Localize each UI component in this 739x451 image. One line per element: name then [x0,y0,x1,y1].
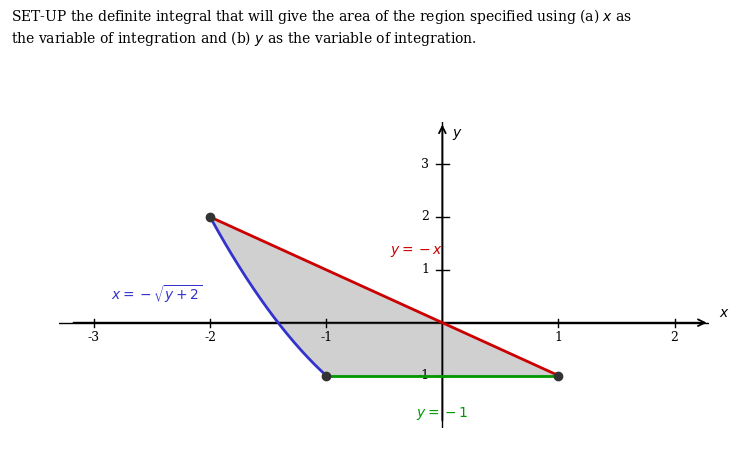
Text: 3: 3 [421,157,429,170]
Polygon shape [210,217,559,376]
Text: 2: 2 [421,211,429,223]
Text: -2: -2 [204,331,216,345]
Text: 1: 1 [554,331,562,345]
Text: -1: -1 [320,331,333,345]
Text: $y = -1$: $y = -1$ [416,405,469,422]
Text: $y$: $y$ [452,127,463,142]
Text: the variable of integration and (b) $y$ as the variable of integration.: the variable of integration and (b) $y$ … [11,29,477,48]
Text: 2: 2 [671,331,678,345]
Text: $x$: $x$ [719,306,729,320]
Text: $y = -x$: $y = -x$ [390,244,443,259]
Text: -1: -1 [418,369,429,382]
Text: 1: 1 [421,263,429,276]
Text: SET-UP the definite integral that will give the area of the region specified usi: SET-UP the definite integral that will g… [11,7,633,26]
Text: $x = -\sqrt{y+2}$: $x = -\sqrt{y+2}$ [112,283,203,304]
Text: -3: -3 [88,331,100,345]
